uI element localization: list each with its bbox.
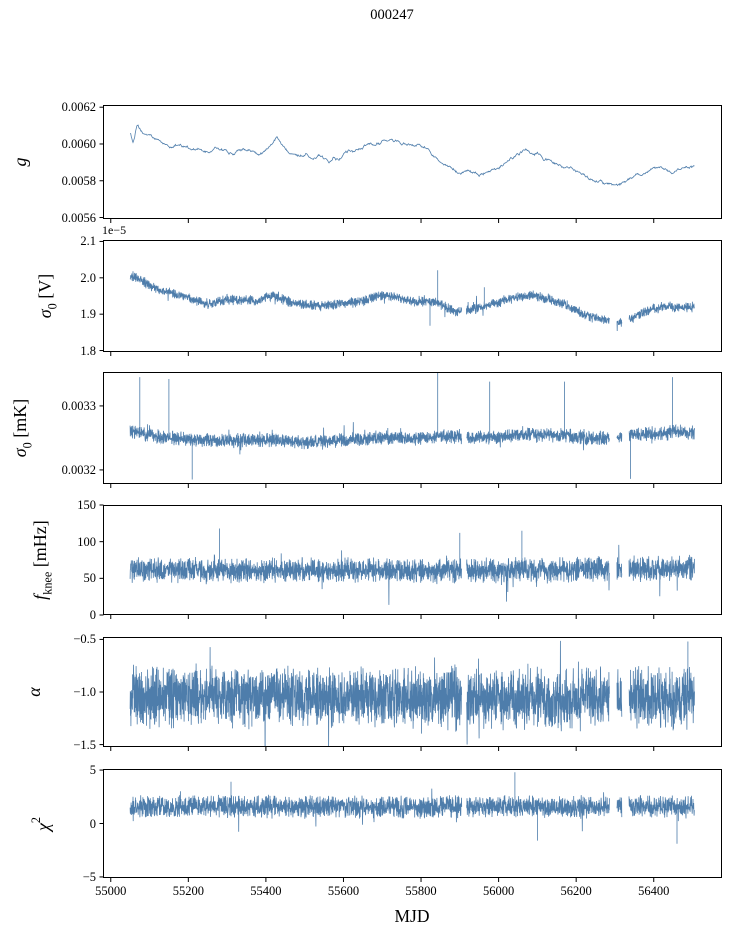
axes-frame [103, 240, 722, 352]
y-tick-label: 2.0 [80, 270, 96, 285]
y-axis-label-segment: knee [40, 571, 55, 595]
y-axis-label-segment: σ [10, 448, 30, 458]
y-tick-label: 0.0058 [61, 173, 96, 188]
series-line-alpha [129, 640, 695, 747]
y-axis-label-segment: [V] [35, 273, 55, 304]
subplot-alpha-plot [99, 637, 722, 751]
x-tick-label: 56200 [560, 884, 592, 898]
series-line-sigma0-v [129, 270, 695, 332]
y-tick-label: −1.5 [73, 737, 96, 752]
axes-frame [103, 105, 722, 219]
axes-frame [103, 372, 722, 484]
y-axis-offset-text: 1e−5 [102, 223, 127, 237]
y-tick-label: 100 [77, 534, 96, 549]
y-axis-label-sigma0-mk: σ0 [mK] [8, 358, 35, 498]
y-axis-label-alpha: α [22, 622, 46, 762]
series-line-chi2 [129, 772, 695, 844]
series-line-g [129, 124, 695, 187]
y-axis-label-fknee: fknee [mHz] [28, 490, 55, 630]
axes-frame [103, 505, 722, 615]
subplot-g-plot [99, 105, 722, 223]
y-tick-label: 2.1 [80, 234, 96, 249]
y-axis-label-segment: g [10, 157, 30, 167]
y-tick-label: −5 [82, 869, 96, 884]
y-tick-label: −1.0 [73, 685, 96, 699]
y-axis-label-segment: 0 [20, 442, 35, 449]
x-axis-label: MJD [394, 906, 430, 926]
x-tick-label: 55400 [250, 884, 282, 898]
y-tick-label: 0.0033 [61, 398, 96, 413]
subplot-sigma0-v-plot [99, 240, 722, 356]
y-axis-label-segment: f [30, 594, 50, 600]
x-tick-label: 56400 [638, 884, 670, 898]
y-tick-label: 0 [89, 608, 96, 622]
y-axis-label-segment: [mHz] [30, 520, 50, 572]
y-tick-label: 0.0062 [61, 100, 96, 115]
axes-frame [103, 769, 722, 878]
y-tick-label: 50 [83, 571, 97, 586]
y-tick-label: −0.5 [73, 632, 96, 647]
x-tick-label: 56000 [482, 884, 515, 898]
y-tick-label: 0.0060 [61, 136, 96, 151]
subplot-sigma0-mk-plot [99, 372, 722, 488]
x-tick-label: 55000 [95, 884, 127, 898]
y-axis-label-segment: χ [33, 822, 54, 831]
y-axis-label-segment: α [24, 687, 44, 697]
figure-title: 000247 [370, 7, 414, 23]
y-axis-label-segment: 2 [29, 816, 43, 823]
x-tick-label: 55200 [172, 884, 204, 898]
y-tick-label: 150 [77, 498, 96, 512]
y-tick-label: 0.0056 [61, 210, 96, 225]
subplot-chi2-plot [99, 769, 722, 882]
y-tick-label: 1.8 [80, 343, 96, 358]
subplot-fknee-plot [99, 504, 722, 619]
x-tick-label: 55800 [405, 884, 437, 898]
y-tick-label: 5 [89, 763, 96, 778]
x-tick-label: 55600 [327, 884, 360, 898]
y-tick-label: 0.0032 [61, 462, 96, 477]
series-line-sigma0-mk [129, 372, 695, 480]
y-axis-label-g: g [8, 92, 32, 232]
y-axis-label-segment: 0 [45, 303, 60, 310]
y-tick-label: 1.9 [80, 307, 96, 322]
y-axis-label-segment: [mK] [10, 398, 30, 443]
series-line-fknee [129, 528, 695, 605]
y-axis-label-chi2: χ2 [24, 754, 53, 894]
y-axis-label-sigma0-v: σ0 [V] [33, 226, 60, 366]
y-tick-label: 0 [89, 816, 96, 831]
y-axis-label-segment: σ [35, 309, 55, 319]
